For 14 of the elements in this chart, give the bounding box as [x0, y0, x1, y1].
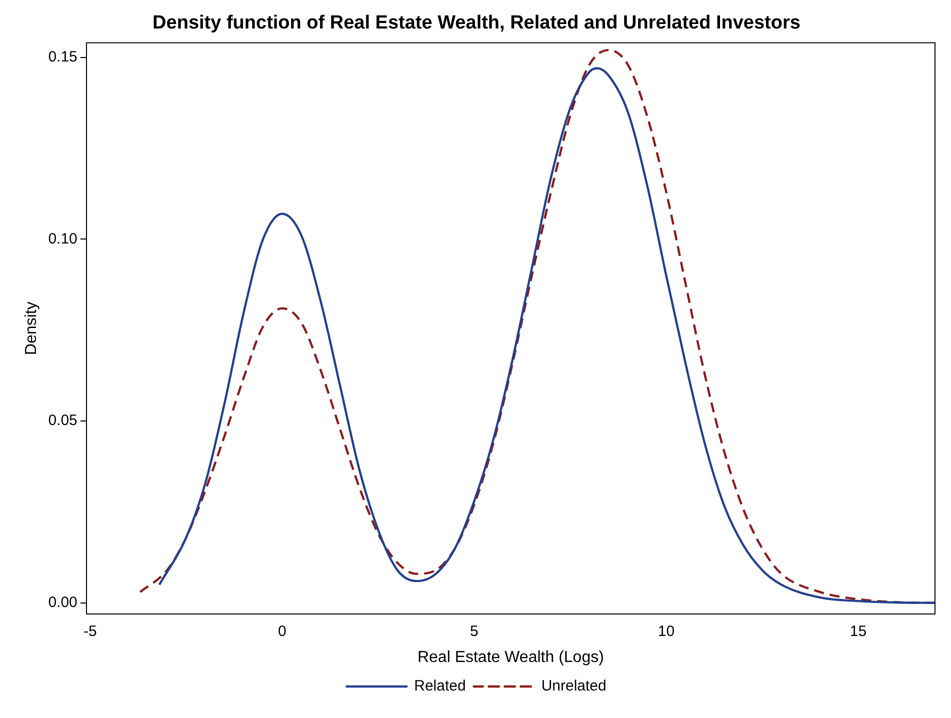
y-tick-label: 0.10 [48, 230, 78, 248]
x-tick-label: 0 [278, 622, 286, 640]
legend-label: Unrelated [541, 678, 606, 695]
y-tick-label: 0.15 [48, 48, 78, 66]
y-tick-label: 0.00 [48, 594, 78, 612]
y-axis-title: Density [23, 302, 40, 355]
x-tick-label: 10 [658, 622, 675, 640]
x-axis-title: Real Estate Wealth (Logs) [417, 648, 604, 666]
x-tick-label: 5 [470, 622, 478, 640]
x-tick-label: 15 [850, 622, 867, 640]
legend-label: Related [414, 678, 466, 695]
y-tick-label: 0.05 [48, 412, 78, 430]
chart-title: Density function of Real Estate Wealth, Related and Unrelated Investors [152, 12, 800, 34]
x-tick-label: -5 [84, 622, 97, 640]
